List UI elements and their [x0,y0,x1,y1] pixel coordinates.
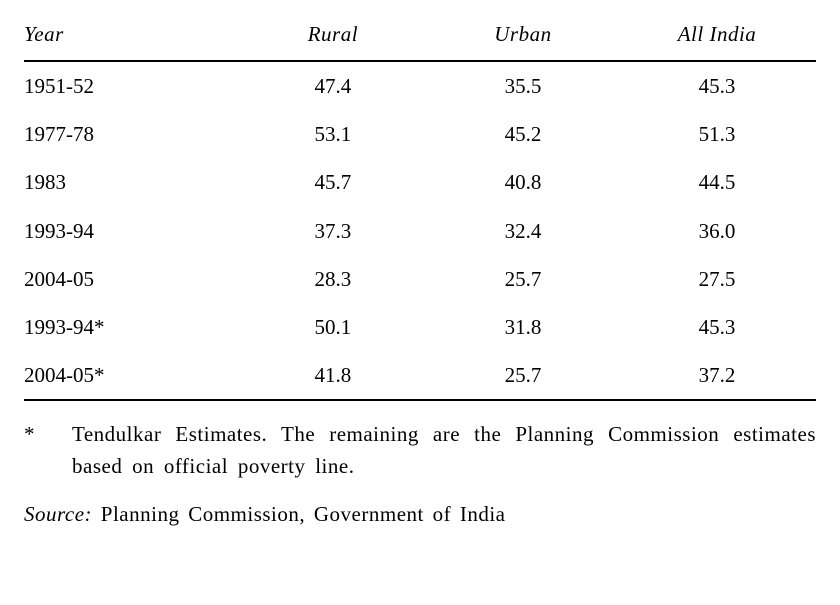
cell-year: 2004-05 [24,255,238,303]
cell-urban: 31.8 [428,303,618,351]
cell-india: 36.0 [618,207,816,255]
cell-urban: 45.2 [428,110,618,158]
cell-india: 51.3 [618,110,816,158]
col-header-india: All India [618,18,816,61]
cell-india: 45.3 [618,61,816,110]
source-line: Source: Planning Commission, Government … [24,502,816,526]
cell-year: 1993-94* [24,303,238,351]
col-header-urban: Urban [428,18,618,61]
cell-year: 1951-52 [24,61,238,110]
table-row: 1993-94 37.3 32.4 36.0 [24,207,816,255]
cell-year: 2004-05* [24,351,238,400]
footnote-mark: * [24,419,72,482]
cell-rural: 41.8 [238,351,428,400]
footnote: * Tendulkar Estimates. The remaining are… [24,419,816,482]
poverty-table: Year Rural Urban All India 1951-52 47.4 … [24,18,816,401]
source-label: Source: [24,502,92,526]
cell-rural: 28.3 [238,255,428,303]
cell-rural: 45.7 [238,158,428,206]
cell-rural: 53.1 [238,110,428,158]
poverty-table-page: Year Rural Urban All India 1951-52 47.4 … [0,0,840,546]
table-row: 2004-05* 41.8 25.7 37.2 [24,351,816,400]
cell-india: 45.3 [618,303,816,351]
table-row: 2004-05 28.3 25.7 27.5 [24,255,816,303]
cell-india: 27.5 [618,255,816,303]
table-header-row: Year Rural Urban All India [24,18,816,61]
col-header-rural: Rural [238,18,428,61]
cell-year: 1983 [24,158,238,206]
table-row: 1993-94* 50.1 31.8 45.3 [24,303,816,351]
footnote-text: Tendulkar Estimates. The remaining are t… [72,419,816,482]
cell-india: 37.2 [618,351,816,400]
col-header-year: Year [24,18,238,61]
cell-urban: 32.4 [428,207,618,255]
cell-year: 1977-78 [24,110,238,158]
cell-rural: 50.1 [238,303,428,351]
table-row: 1951-52 47.4 35.5 45.3 [24,61,816,110]
cell-urban: 35.5 [428,61,618,110]
cell-urban: 40.8 [428,158,618,206]
table-row: 1983 45.7 40.8 44.5 [24,158,816,206]
cell-urban: 25.7 [428,351,618,400]
cell-india: 44.5 [618,158,816,206]
cell-rural: 47.4 [238,61,428,110]
table-row: 1977-78 53.1 45.2 51.3 [24,110,816,158]
cell-rural: 37.3 [238,207,428,255]
source-text: Planning Commission, Government of India [101,502,506,526]
cell-year: 1993-94 [24,207,238,255]
cell-urban: 25.7 [428,255,618,303]
